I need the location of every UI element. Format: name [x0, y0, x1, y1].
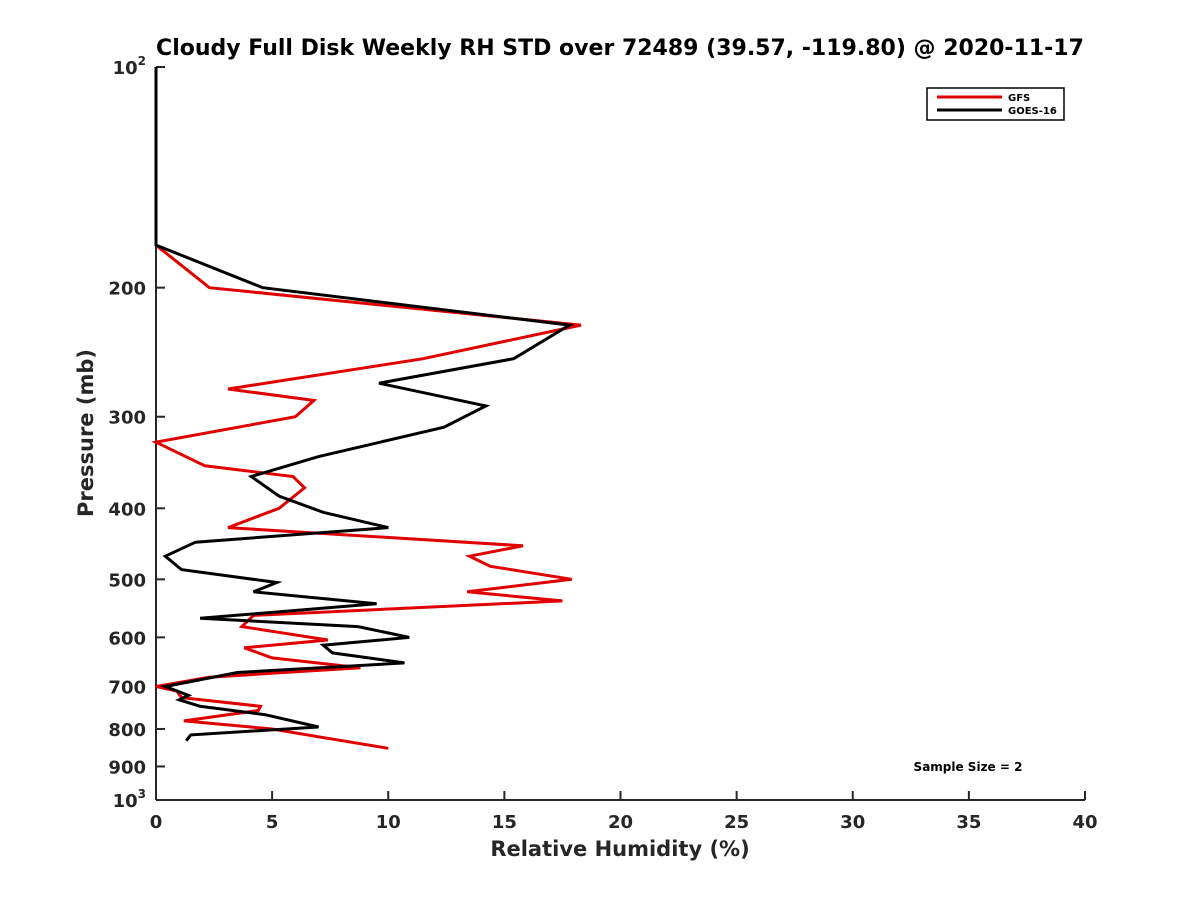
legend-box — [926, 87, 1065, 121]
y-tick-label: 400 — [108, 499, 146, 520]
x-tick-label: 10 — [376, 812, 401, 833]
x-tick-label: 0 — [150, 812, 163, 833]
legend: GFS GOES-16 — [926, 87, 1065, 121]
x-tick-label: 40 — [1072, 812, 1097, 833]
y-tick-label: 200 — [108, 279, 146, 300]
x-tick-label: 35 — [956, 812, 981, 833]
x-tick-label: 30 — [840, 812, 865, 833]
axes — [155, 67, 1085, 801]
y-tick-label: 700 — [108, 677, 146, 698]
legend-label: GOES-16 — [1008, 106, 1057, 117]
y-tick-label: 600 — [108, 628, 146, 649]
y-ticks: 102 200 300 400 500 600 700 800 900 103 — [108, 54, 165, 812]
y-tick-label: 300 — [108, 408, 146, 429]
y-tick-label: 800 — [108, 720, 146, 741]
x-tick-label: 5 — [266, 812, 279, 833]
y-axis-label: Pressure (mb) — [74, 349, 98, 517]
series-lines — [151, 67, 582, 750]
x-tick-label: 20 — [608, 812, 633, 833]
series-line-goes-16 — [154, 67, 574, 742]
chart-title: Cloudy Full Disk Weekly RH STD over 7248… — [156, 36, 1084, 61]
y-tick-label: 900 — [108, 757, 146, 778]
sample-size-annotation: Sample Size = 2 — [914, 760, 1023, 774]
series-line-gfs — [151, 67, 582, 750]
y-tick-label: 102 — [113, 54, 146, 79]
x-axis-label: Relative Humidity (%) — [490, 837, 749, 861]
x-tick-label: 15 — [492, 812, 517, 833]
y-tick-label: 500 — [108, 570, 146, 591]
y-tick-label: 103 — [113, 787, 146, 812]
legend-label: GFS — [1008, 93, 1030, 104]
x-tick-label: 25 — [724, 812, 749, 833]
plot-area — [156, 67, 1085, 800]
x-ticks: 0 5 10 15 20 25 30 35 40 — [150, 791, 1098, 833]
